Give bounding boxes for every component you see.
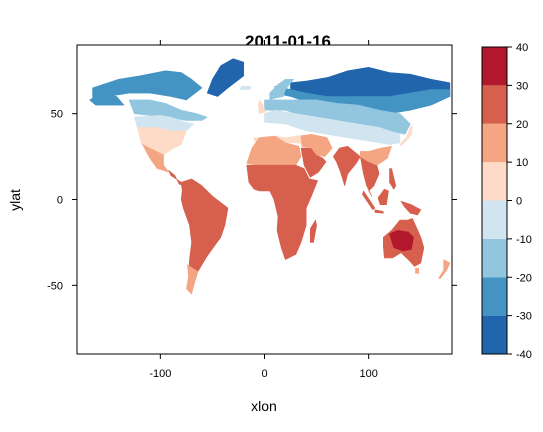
map-region-26	[400, 200, 422, 216]
colorbar-tick-label-5: 10	[516, 157, 528, 169]
colorbar-tick-label-1: -30	[516, 311, 532, 323]
map-region-18	[309, 219, 317, 243]
map-region-24	[377, 188, 389, 205]
map-region-3	[264, 109, 401, 145]
map-region-22	[359, 146, 392, 166]
map-region-20	[332, 146, 361, 187]
y-tick-label-2: 50	[51, 109, 63, 121]
map-region-35	[269, 79, 295, 101]
colorbar-swatch-0	[482, 315, 507, 354]
y-axis-label: ylat	[7, 189, 23, 211]
map-region-7	[89, 92, 125, 106]
colorbar-swatch-3	[482, 200, 507, 239]
map-region-34	[257, 99, 266, 114]
map-region-31	[415, 267, 420, 274]
y-axis: -50 0 50	[47, 109, 457, 292]
colorbar-swatch-4	[482, 162, 507, 201]
map-region-14	[186, 264, 199, 295]
map-region-33	[239, 85, 252, 90]
colorbar-tick-label-2: -20	[516, 272, 532, 284]
colorbar-tick-label-3: -10	[516, 234, 532, 246]
map-region-8	[128, 99, 208, 121]
colorbar-swatch-7	[482, 47, 507, 86]
y-tick-label-1: 0	[57, 195, 63, 207]
x-tick-label-0: -100	[149, 368, 171, 380]
map-region-27	[389, 168, 397, 190]
colorbar-tick-label-8: 40	[516, 42, 528, 54]
colorbar: -40 -30 -20 -10 0 10 20 30 40	[481, 42, 532, 361]
map-region-28	[399, 125, 413, 147]
map-region-30	[389, 230, 414, 252]
x-tick-label-2: 100	[359, 368, 377, 380]
x-axis: -100 0 100	[149, 40, 378, 380]
colorbar-tick-label-0: -40	[516, 349, 532, 361]
colorbar-swatch-1	[482, 277, 507, 316]
colorbar-tick-label-6: 20	[516, 119, 528, 131]
map-layer	[89, 58, 451, 295]
map-region-25	[374, 209, 384, 214]
map-region-19	[300, 134, 333, 157]
map-region-16	[246, 164, 318, 260]
x-axis-label: xlon	[251, 398, 277, 414]
map-region-32	[438, 259, 451, 279]
map-region-11	[142, 144, 169, 173]
map-region-6	[206, 58, 244, 97]
colorbar-tick-label-7: 30	[516, 80, 528, 92]
map-region-23	[362, 190, 376, 211]
y-tick-label-0: -50	[47, 280, 63, 292]
x-tick-label-1: 0	[261, 368, 267, 380]
colorbar-swatch-5	[482, 123, 507, 163]
colorbar-swatch-2	[482, 238, 507, 278]
colorbar-swatch-6	[482, 85, 507, 124]
colorbar-tick-label-4: 0	[516, 196, 522, 208]
